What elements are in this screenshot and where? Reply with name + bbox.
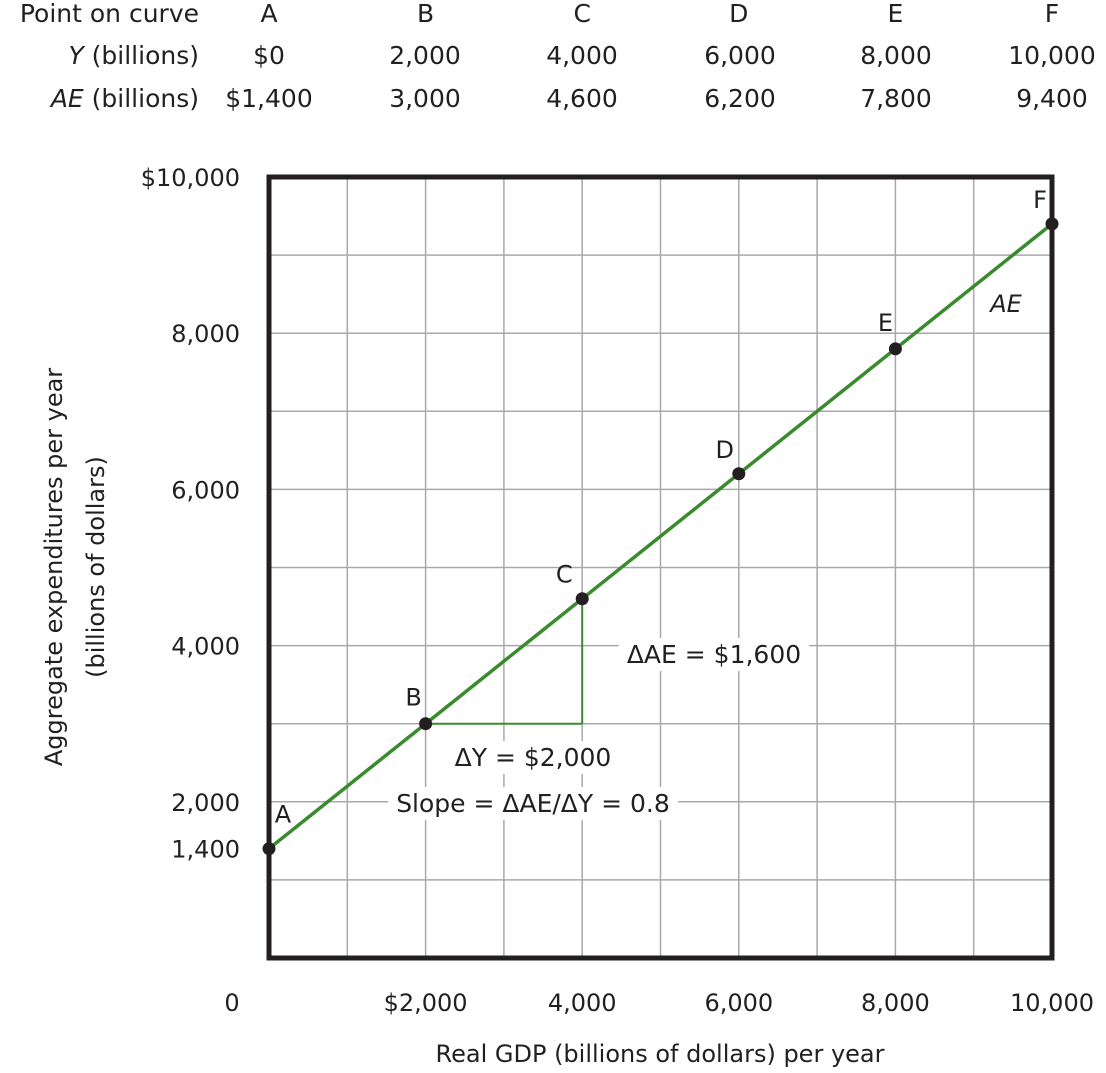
table-cell: $1,400: [225, 84, 312, 113]
plot-frame: [266, 174, 1055, 961]
point-label: A: [275, 801, 292, 829]
point-table: Point on curve A B C D E F Y (billions) $0 2,…: [20, 0, 1096, 113]
table-row-y: $0 2,000 4,000 6,000 8,000 10,000: [253, 41, 1096, 70]
y-tick-label: 8,000: [171, 320, 240, 348]
table-row-y-unit: (billions): [84, 41, 199, 70]
point-marker: [419, 717, 433, 731]
table-row-ae-unit: (billions): [84, 84, 199, 113]
ae-series: A B C D E F AE: [262, 186, 1059, 856]
x-axis-label: Real GDP (billions of dollars) per year: [436, 1040, 885, 1068]
delta-ae-label: ΔAE = $1,600: [627, 640, 801, 669]
point-marker: [888, 342, 902, 356]
table-point-letter: F: [1045, 0, 1059, 28]
point-marker: [732, 467, 746, 481]
table-cell: 7,800: [860, 84, 932, 113]
table-row-ae: $1,400 3,000 4,600 6,200 7,800 9,400: [225, 84, 1088, 113]
x-axis-ticks: 0 $2,000 4,000 6,000 8,000 10,000: [224, 989, 1094, 1017]
y-tick-label: 1,400: [171, 836, 240, 864]
ae-line: [267, 222, 1054, 851]
table-cell: 10,000: [1008, 41, 1095, 70]
table-point-letter: A: [260, 0, 277, 28]
table-point-letter: E: [888, 0, 904, 28]
table-point-letters: A B C D E F: [260, 0, 1059, 28]
point-marker: [575, 592, 589, 606]
series-label: AE: [988, 290, 1022, 318]
delta-ae-label-background: [618, 638, 810, 671]
slope-label: Slope = ΔAE/ΔY = 0.8: [396, 789, 670, 818]
y-tick-label: 4,000: [171, 633, 240, 661]
table-row-y-var: Y: [68, 41, 85, 70]
x-tick-label: 10,000: [1010, 989, 1094, 1017]
slope-triangle: [425, 598, 584, 725]
x-tick-label: 0: [224, 989, 239, 1017]
point-label: B: [405, 684, 421, 712]
table-point-letter: D: [729, 0, 748, 28]
table-cell: $0: [253, 41, 285, 70]
table-cell: 4,600: [546, 84, 618, 113]
table-cell: 6,000: [704, 41, 776, 70]
x-tick-label: $2,000: [384, 989, 468, 1017]
table-cell: 6,200: [704, 84, 776, 113]
table-cell: 2,000: [389, 41, 461, 70]
y-tick-label: $10,000: [141, 164, 240, 192]
slope-label-background: [388, 787, 678, 820]
table-cell: 4,000: [546, 41, 618, 70]
x-tick-label: 4,000: [548, 989, 617, 1017]
y-axis-label: Aggregate expenditures per year (billion…: [40, 368, 110, 766]
y-axis-ticks: 1,400 2,000 4,000 6,000 8,000 $10,000: [141, 164, 240, 864]
point-label: C: [556, 561, 573, 589]
delta-y-label: ΔY = $2,000: [455, 743, 612, 772]
table-row-ae-label: AE (billions): [49, 84, 199, 113]
point-label: F: [1033, 186, 1047, 214]
table-row-y-label: Y (billions): [68, 41, 199, 70]
table-point-letter: C: [573, 0, 590, 28]
table-cell: 9,400: [1016, 84, 1088, 113]
y-axis-label-line2: (billions of dollars): [82, 456, 110, 678]
x-tick-label: 6,000: [704, 989, 773, 1017]
table-header-label: Point on curve: [20, 0, 199, 28]
table-point-letter: B: [417, 0, 434, 28]
point-label: E: [878, 309, 893, 337]
table-cell: 3,000: [389, 84, 461, 113]
point-label: D: [716, 436, 734, 464]
delta-y-label-background: [446, 741, 620, 774]
y-axis-label-line1: Aggregate expenditures per year: [40, 368, 68, 766]
y-tick-label: 6,000: [171, 476, 240, 504]
slope-annotations: ΔAE = $1,600 ΔY = $2,000 Slope = ΔAE/ΔY = …: [388, 638, 810, 820]
x-tick-label: 8,000: [861, 989, 930, 1017]
table-row-ae-var: AE: [49, 84, 84, 113]
y-tick-label: 2,000: [171, 789, 240, 817]
table-cell: 8,000: [860, 41, 932, 70]
chart-grid: [269, 177, 1052, 958]
